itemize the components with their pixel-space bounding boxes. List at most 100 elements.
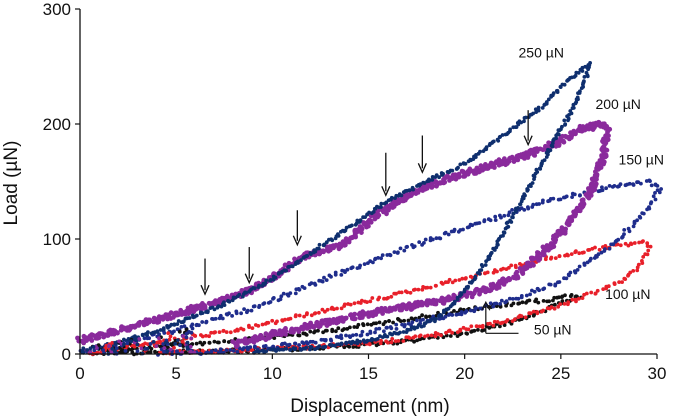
data-point [531, 313, 536, 318]
data-point [422, 186, 428, 192]
data-point [339, 306, 344, 311]
data-point [343, 242, 348, 248]
data-point [640, 261, 645, 265]
data-point [464, 276, 468, 280]
data-point [218, 347, 223, 352]
data-point [402, 318, 406, 323]
data-point [574, 299, 578, 304]
data-point [222, 339, 227, 344]
data-point [358, 333, 363, 338]
data-point [285, 292, 290, 297]
data-point [528, 292, 532, 297]
data-point [227, 299, 232, 304]
data-point [480, 325, 485, 329]
data-point [153, 349, 157, 354]
data-point [600, 185, 604, 190]
series-5 [98, 61, 592, 355]
data-point [522, 154, 528, 160]
data-point [368, 299, 373, 304]
data-point [570, 195, 574, 200]
data-point [133, 338, 138, 342]
data-point [149, 346, 154, 351]
data-point [560, 295, 564, 299]
data-point [503, 226, 508, 231]
data-point [645, 244, 650, 249]
data-point [352, 301, 357, 306]
data-point [313, 283, 318, 287]
data-point [511, 274, 516, 280]
data-point [469, 294, 475, 300]
data-point [446, 329, 451, 333]
data-point [443, 230, 448, 235]
data-point [469, 324, 474, 329]
data-point [475, 271, 480, 275]
data-point [178, 343, 182, 348]
data-point [433, 319, 437, 324]
data-point [495, 137, 500, 142]
data-point [365, 322, 370, 327]
data-point [439, 333, 443, 338]
series-4 [75, 119, 613, 350]
data-point [293, 291, 298, 296]
y-tick-label: 0 [62, 345, 71, 364]
data-point [620, 280, 624, 284]
data-point [273, 275, 278, 280]
data-point [589, 290, 594, 295]
data-point [437, 317, 442, 321]
data-point [293, 341, 297, 346]
data-point [595, 288, 600, 293]
data-point [437, 314, 441, 318]
data-point [627, 181, 632, 186]
data-point [500, 133, 505, 137]
data-point [646, 248, 651, 253]
data-point [631, 224, 636, 229]
data-point [456, 165, 460, 170]
data-point [470, 223, 475, 228]
data-point [641, 255, 646, 259]
data-point [135, 342, 140, 347]
data-point [189, 330, 194, 335]
data-point [648, 179, 652, 184]
data-point [514, 296, 519, 301]
data-point [173, 341, 178, 346]
data-point [494, 286, 500, 291]
data-point [515, 157, 521, 163]
data-point [189, 336, 194, 341]
data-point [206, 309, 210, 314]
data-point [209, 330, 214, 335]
data-point [635, 268, 640, 273]
data-point [518, 202, 522, 207]
data-point [263, 331, 269, 337]
data-point [330, 320, 336, 325]
data-point [552, 295, 557, 300]
data-point [334, 329, 338, 334]
data-point [277, 328, 283, 333]
data-point [504, 319, 508, 324]
data-point [541, 287, 545, 292]
data-point [659, 187, 663, 191]
data-point [235, 349, 240, 354]
data-point [344, 333, 348, 338]
data-point [284, 268, 288, 273]
data-point [433, 283, 438, 288]
data-point [84, 338, 89, 343]
data-point [309, 252, 313, 256]
data-point [217, 340, 221, 345]
data-point [356, 322, 361, 327]
data-point [648, 201, 653, 206]
data-point [300, 326, 306, 332]
data-point [380, 253, 385, 257]
data-point [429, 333, 434, 338]
data-point [374, 321, 378, 326]
data-point [297, 287, 302, 292]
data-point [304, 254, 309, 259]
data-point [452, 309, 456, 313]
data-point [88, 346, 93, 351]
data-point [396, 303, 401, 309]
data-point [536, 105, 541, 110]
data-point [653, 191, 657, 195]
data-point [502, 279, 508, 284]
data-point [415, 318, 419, 323]
data-point [593, 245, 597, 250]
